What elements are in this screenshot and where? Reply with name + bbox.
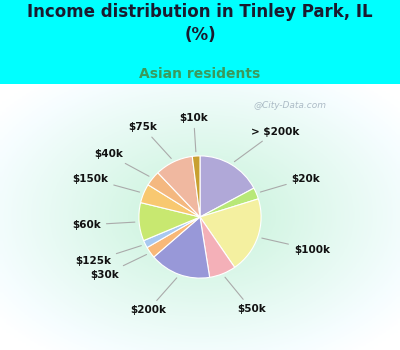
Text: @City-Data.com: @City-Data.com bbox=[254, 101, 327, 110]
Text: $10k: $10k bbox=[179, 113, 208, 152]
Text: Asian residents: Asian residents bbox=[139, 67, 261, 81]
Text: $125k: $125k bbox=[75, 246, 141, 266]
Text: $60k: $60k bbox=[72, 220, 135, 230]
Wedge shape bbox=[200, 188, 258, 217]
Wedge shape bbox=[158, 156, 200, 217]
Text: $100k: $100k bbox=[262, 238, 330, 254]
Text: Income distribution in Tinley Park, IL
(%): Income distribution in Tinley Park, IL (… bbox=[27, 4, 373, 44]
Wedge shape bbox=[192, 156, 200, 217]
Text: $40k: $40k bbox=[94, 149, 149, 176]
Wedge shape bbox=[200, 199, 261, 267]
Wedge shape bbox=[200, 156, 254, 217]
Wedge shape bbox=[200, 217, 235, 277]
Text: $30k: $30k bbox=[90, 254, 146, 280]
Text: $150k: $150k bbox=[72, 174, 140, 192]
Wedge shape bbox=[154, 217, 210, 278]
Wedge shape bbox=[144, 217, 200, 247]
Text: $20k: $20k bbox=[260, 174, 320, 192]
Wedge shape bbox=[139, 203, 200, 240]
Wedge shape bbox=[148, 173, 200, 217]
Wedge shape bbox=[141, 185, 200, 217]
Text: $50k: $50k bbox=[225, 277, 266, 314]
Wedge shape bbox=[147, 217, 200, 257]
Text: > $200k: > $200k bbox=[234, 127, 300, 162]
Text: $75k: $75k bbox=[128, 122, 171, 159]
Text: $200k: $200k bbox=[130, 278, 177, 315]
